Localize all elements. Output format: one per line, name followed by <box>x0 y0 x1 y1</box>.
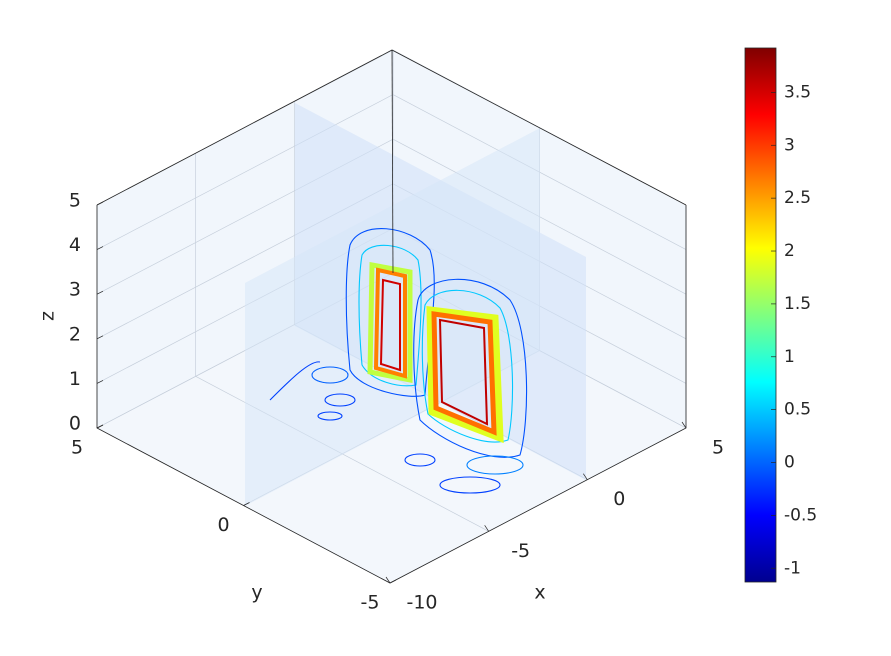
colorbar-tick-label: 2.5 <box>784 188 811 208</box>
y-axis-label: y <box>251 582 262 604</box>
z-tick-label: 5 <box>69 190 81 212</box>
contour-line <box>431 311 497 436</box>
colorbar-ramp <box>744 47 777 583</box>
contour-line <box>324 393 356 407</box>
contour-line <box>317 411 343 421</box>
colorbar: -1 -0.5 0 0.5 1 1.5 2 2.5 3 3.5 <box>744 47 817 583</box>
y-tick-label: -5 <box>361 592 380 614</box>
contour-line <box>379 278 401 372</box>
y-tick-label: 5 <box>71 437 83 459</box>
z-tick-label: 3 <box>69 279 81 301</box>
z-tick <box>96 246 104 250</box>
y-tick-label: 0 <box>217 514 229 536</box>
colorbar-tick-label: 3 <box>784 135 795 155</box>
box-edge <box>391 49 394 274</box>
x-tick-label: -5 <box>511 540 530 562</box>
colorbar-tick-label: 0.5 <box>784 400 811 420</box>
z-tick-label: 2 <box>69 323 81 345</box>
contours <box>269 228 528 494</box>
contour-line <box>373 267 407 379</box>
z-tick <box>96 380 104 384</box>
x-tick-label: -10 <box>406 592 437 614</box>
colorbar-tick-label: 1 <box>784 347 795 367</box>
contour-line <box>311 366 349 384</box>
x-tick <box>484 525 489 532</box>
contour-line <box>439 476 501 494</box>
z-tick <box>96 201 104 206</box>
z-tick <box>96 335 104 340</box>
slice-plane <box>245 128 540 506</box>
colorbar-tick-label: 2 <box>784 241 795 261</box>
colorbar-tick-label: 0 <box>784 453 795 473</box>
z-tick <box>96 424 104 429</box>
contour-line <box>367 262 413 384</box>
z-tick-label: 1 <box>69 368 81 390</box>
y-tick <box>389 579 397 584</box>
z-tick <box>96 290 104 295</box>
x-axis-label: x <box>534 582 545 604</box>
colorbar-tick-label: -0.5 <box>784 505 817 525</box>
contour-line <box>426 306 504 444</box>
x-tick <box>385 576 391 584</box>
colorbar-tick-label: 3.5 <box>784 82 811 102</box>
contour-line <box>421 289 514 443</box>
contour-line <box>438 318 489 426</box>
colorbar-tick-label: 1.5 <box>784 294 811 314</box>
z-axis-label: z <box>37 311 59 321</box>
contour-line <box>358 244 422 387</box>
x-tick-label: 5 <box>712 437 724 459</box>
contour-line <box>404 453 436 467</box>
grid-line <box>96 94 394 250</box>
x-tick-label: 0 <box>613 488 625 510</box>
y-tick <box>243 502 250 506</box>
contour-line <box>466 455 524 475</box>
z-tick-label: 0 <box>69 413 81 435</box>
x-tick <box>583 473 588 480</box>
colorbar-tick-label: -1 <box>784 558 801 578</box>
z-tick-label: 4 <box>69 234 81 256</box>
slice-planes <box>245 103 586 506</box>
contour-line <box>269 361 321 401</box>
contour-line <box>413 278 528 458</box>
x-tick <box>681 421 687 429</box>
